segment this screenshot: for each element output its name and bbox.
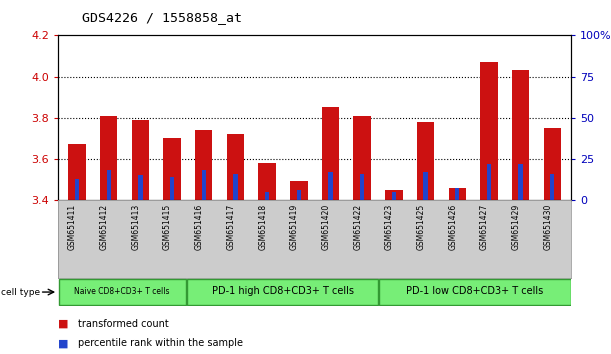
Bar — [328, 172, 332, 200]
Text: GSM651416: GSM651416 — [195, 204, 204, 250]
Bar — [487, 164, 491, 200]
Bar — [518, 164, 523, 200]
Bar — [392, 192, 396, 200]
Bar — [417, 122, 434, 200]
Bar — [448, 188, 466, 200]
Text: GSM651426: GSM651426 — [448, 204, 457, 250]
Text: percentile rank within the sample: percentile rank within the sample — [78, 338, 243, 348]
Text: GSM651419: GSM651419 — [290, 204, 299, 250]
Bar — [195, 130, 213, 200]
Bar — [354, 116, 371, 200]
Text: GDS4226 / 1558858_at: GDS4226 / 1558858_at — [82, 11, 243, 24]
Bar — [100, 116, 117, 200]
Text: GSM651427: GSM651427 — [480, 204, 489, 250]
Bar — [163, 138, 181, 200]
Bar — [75, 179, 79, 200]
Text: cell type: cell type — [1, 287, 40, 297]
Text: PD-1 low CD8+CD3+ T cells: PD-1 low CD8+CD3+ T cells — [406, 286, 544, 297]
Bar — [512, 70, 529, 200]
Bar — [227, 134, 244, 200]
Bar — [258, 163, 276, 200]
Bar — [455, 188, 459, 200]
Text: GSM651429: GSM651429 — [511, 204, 521, 250]
Text: GSM651420: GSM651420 — [321, 204, 331, 250]
Text: GSM651422: GSM651422 — [353, 204, 362, 250]
Bar — [550, 174, 554, 200]
Bar — [138, 175, 142, 200]
Text: GSM651430: GSM651430 — [543, 204, 552, 250]
Text: ■: ■ — [58, 319, 68, 329]
Text: GSM651417: GSM651417 — [227, 204, 235, 250]
Bar — [59, 279, 186, 305]
Bar — [297, 190, 301, 200]
Text: PD-1 high CD8+CD3+ T cells: PD-1 high CD8+CD3+ T cells — [211, 286, 354, 297]
Text: GSM651423: GSM651423 — [385, 204, 394, 250]
Bar — [385, 190, 403, 200]
Bar — [202, 170, 206, 200]
Text: GSM651412: GSM651412 — [100, 204, 109, 250]
Bar — [544, 128, 561, 200]
Text: ■: ■ — [58, 338, 68, 348]
Bar — [322, 107, 339, 200]
Text: GSM651425: GSM651425 — [417, 204, 425, 250]
Text: GSM651411: GSM651411 — [68, 204, 77, 250]
Bar — [187, 279, 378, 305]
Bar — [379, 279, 571, 305]
Text: Naive CD8+CD3+ T cells: Naive CD8+CD3+ T cells — [75, 287, 170, 296]
Bar — [106, 170, 111, 200]
Text: GSM651415: GSM651415 — [163, 204, 172, 250]
Bar — [290, 182, 307, 200]
Bar — [170, 177, 174, 200]
Text: GSM651418: GSM651418 — [258, 204, 267, 250]
Bar — [360, 174, 364, 200]
Bar — [233, 174, 238, 200]
Bar — [265, 192, 269, 200]
Bar — [480, 62, 497, 200]
Text: GSM651413: GSM651413 — [131, 204, 141, 250]
Bar — [68, 144, 86, 200]
Text: transformed count: transformed count — [78, 319, 169, 329]
Bar — [423, 172, 428, 200]
Bar — [132, 120, 149, 200]
